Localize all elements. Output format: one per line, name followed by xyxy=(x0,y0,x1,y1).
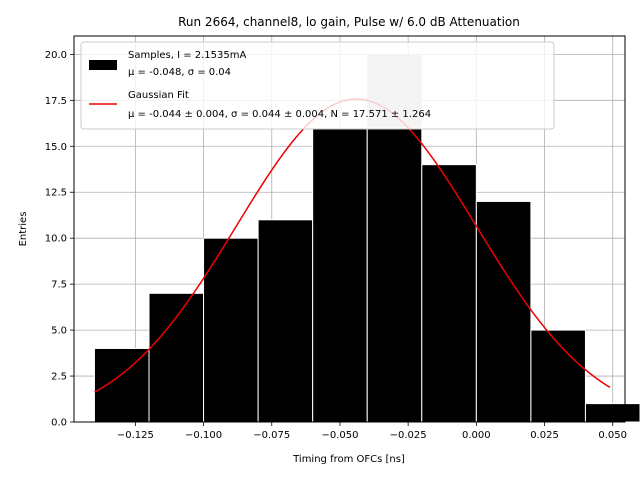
x-tick-label-6: 0.025 xyxy=(530,430,559,441)
legend-fit-line2: μ = -0.044 ± 0.004, σ = 0.044 ± 0.004, N… xyxy=(128,109,431,120)
x-tick-label-1: −0.100 xyxy=(185,430,222,441)
histogram-bar-3 xyxy=(257,219,314,423)
y-tick-label-2: 5.0 xyxy=(51,326,67,337)
histogram-bars xyxy=(93,54,640,423)
y-tick-label-5: 12.5 xyxy=(45,188,67,199)
legend-box xyxy=(80,41,555,130)
legend-samples-swatch xyxy=(89,60,117,70)
chart-title: Run 2664, channel8, lo gain, Pulse w/ 6.… xyxy=(178,15,520,29)
x-tick-label-3: −0.050 xyxy=(321,430,358,441)
histogram-bar-8 xyxy=(530,329,586,423)
histogram-bar-1 xyxy=(148,292,205,423)
histogram-bar-2 xyxy=(203,237,259,423)
y-tick-label-3: 7.5 xyxy=(51,280,67,291)
y-axis-label: Entries xyxy=(18,212,29,247)
legend: Samples, I = 2.1535mA μ = -0.048, σ = 0.… xyxy=(80,41,555,130)
y-tick-label-4: 10.0 xyxy=(45,234,67,245)
y-tick-label-6: 15.0 xyxy=(45,142,67,153)
histogram-bar-5 xyxy=(366,127,423,423)
x-tick-label-4: −0.025 xyxy=(390,430,427,441)
histogram-bar-6 xyxy=(421,164,477,423)
histogram-bar-0 xyxy=(93,347,150,423)
histogram-bar-9 xyxy=(584,403,640,423)
histogram-bar-7 xyxy=(475,200,532,423)
y-tick-label-1: 2.5 xyxy=(51,372,67,383)
legend-samples-line2: μ = -0.048, σ = 0.04 xyxy=(128,67,231,78)
histogram-bar-4 xyxy=(312,127,368,423)
y-tick-label-7: 17.5 xyxy=(45,96,67,107)
legend-fit-line1: Gaussian Fit xyxy=(128,90,189,101)
y-tick-label-8: 20.0 xyxy=(45,50,67,61)
x-tick-label-2: −0.075 xyxy=(253,430,290,441)
x-axis-label: Timing from OFCs [ns] xyxy=(292,454,405,465)
x-tick-label-7: 0.050 xyxy=(598,430,627,441)
y-axis-ticks: 0.0 2.5 5.0 7.5 10.0 12.5 15.0 17.5 20.0 xyxy=(45,50,74,429)
x-tick-label-0: −0.125 xyxy=(117,430,154,441)
x-tick-label-5: 0.000 xyxy=(462,430,491,441)
plot-frame xyxy=(73,35,626,423)
x-axis-ticks: −0.125 −0.100 −0.075 −0.050 −0.025 0.000 0.025… xyxy=(117,422,627,441)
legend-samples-line1: Samples, I = 2.1535mA xyxy=(128,50,246,61)
y-tick-label-0: 0.0 xyxy=(51,418,67,429)
